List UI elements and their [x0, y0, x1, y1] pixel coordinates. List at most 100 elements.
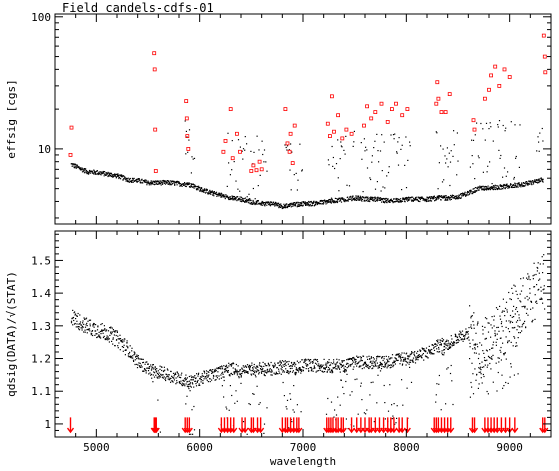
bottom-data-point — [521, 306, 523, 308]
top-data-point — [457, 197, 459, 199]
bottom-data-point — [241, 367, 243, 369]
top-data-point — [537, 178, 540, 180]
top-data-point — [538, 178, 541, 180]
bottom-data-point — [401, 356, 403, 359]
bottom-data-point — [253, 393, 255, 395]
top-data-point — [255, 200, 257, 202]
top-data-point — [128, 179, 130, 181]
bottom-data-point — [194, 380, 196, 382]
top-data-point — [138, 178, 140, 180]
bottom-data-point — [471, 386, 473, 388]
bottom-data-point — [256, 369, 258, 371]
top-data-point — [176, 180, 179, 182]
bottom-data-point — [346, 362, 348, 364]
bottom-data-point — [336, 361, 339, 363]
bottom-data-point — [482, 333, 484, 335]
bottom-data-point — [349, 394, 351, 396]
bottom-data-point — [99, 335, 101, 337]
bottom-data-point — [293, 385, 295, 387]
bottom-data-point — [223, 379, 225, 382]
bottom-data-point — [105, 330, 107, 332]
bottom-data-point — [389, 358, 391, 360]
bottom-data-point — [272, 365, 274, 367]
top-data-point — [339, 200, 341, 202]
bottom-data-point — [411, 351, 413, 354]
top-flagged-point — [283, 107, 288, 111]
bottom-data-point — [81, 329, 83, 331]
bottom-data-point — [153, 368, 155, 370]
bottom-data-point — [465, 332, 467, 334]
top-data-point — [247, 198, 249, 200]
top-data-point — [160, 182, 162, 184]
bottom-data-point — [417, 359, 419, 361]
bottom-data-point — [394, 423, 396, 425]
top-data-point — [504, 188, 506, 190]
bottom-data-point — [255, 367, 257, 369]
bottom-data-point — [253, 366, 255, 368]
bottom-data-point — [166, 374, 168, 376]
bottom-data-point — [119, 338, 122, 340]
bottom-data-point — [519, 293, 521, 295]
top-data-point — [443, 197, 445, 199]
top-data-point — [332, 200, 334, 202]
bottom-data-point — [412, 361, 414, 363]
top-data-point — [74, 164, 77, 166]
bottom-data-point — [214, 369, 216, 371]
bottom-data-point — [215, 375, 217, 377]
top-data-point — [528, 180, 530, 182]
top-data-point — [321, 200, 323, 202]
top-data-point — [338, 190, 340, 192]
bottom-data-point — [275, 373, 277, 375]
top-data-point — [190, 172, 192, 174]
top-data-point — [200, 190, 202, 192]
top-data-point — [497, 185, 499, 187]
top-data-point — [516, 185, 518, 187]
top-data-point — [455, 198, 457, 200]
top-data-point — [472, 163, 474, 165]
top-data-point — [73, 167, 75, 169]
top-flagged-point — [230, 156, 235, 161]
bottom-data-point — [350, 358, 352, 360]
top-data-point — [241, 199, 243, 201]
bottom-data-point — [86, 325, 88, 327]
bottom-data-point — [249, 369, 251, 371]
top-data-point — [446, 199, 448, 201]
bottom-data-point — [116, 330, 118, 332]
top-data-point — [154, 181, 156, 183]
top-data-point — [168, 183, 170, 185]
bottom-data-point — [371, 368, 373, 370]
top-data-point — [415, 196, 417, 199]
bottom-data-point — [119, 334, 121, 336]
top-data-point — [286, 145, 289, 147]
top-data-point — [460, 194, 462, 196]
top-data-point — [502, 124, 504, 127]
bottom-data-point — [179, 376, 181, 378]
top-data-point — [352, 145, 354, 147]
bottom-data-point — [239, 374, 242, 376]
bottom-data-point — [169, 379, 171, 381]
bottom-data-point — [501, 374, 503, 376]
bottom-data-point — [241, 372, 243, 375]
bottom-data-point — [452, 344, 454, 346]
bottom-data-point — [207, 381, 209, 383]
top-flagged-point — [482, 96, 487, 101]
bottom-data-point — [302, 366, 304, 368]
bottom-y-tick-label: 1.3 — [31, 320, 51, 333]
bottom-data-point — [431, 344, 433, 346]
bottom-data-point — [491, 358, 493, 360]
top-flagged-point — [489, 73, 494, 78]
bottom-data-point — [339, 404, 341, 406]
bottom-data-point — [346, 373, 348, 375]
bottom-data-point — [530, 301, 532, 303]
bottom-data-point — [467, 333, 469, 335]
top-data-point — [294, 204, 296, 206]
bottom-data-point — [271, 370, 273, 372]
bottom-data-point — [193, 429, 196, 431]
top-data-point — [400, 148, 402, 150]
bottom-data-point — [86, 322, 88, 324]
top-data-point — [152, 183, 154, 185]
bottom-data-point — [510, 366, 512, 368]
bottom-data-point — [299, 367, 301, 369]
bottom-data-point — [154, 372, 156, 374]
bottom-data-point — [101, 330, 103, 332]
